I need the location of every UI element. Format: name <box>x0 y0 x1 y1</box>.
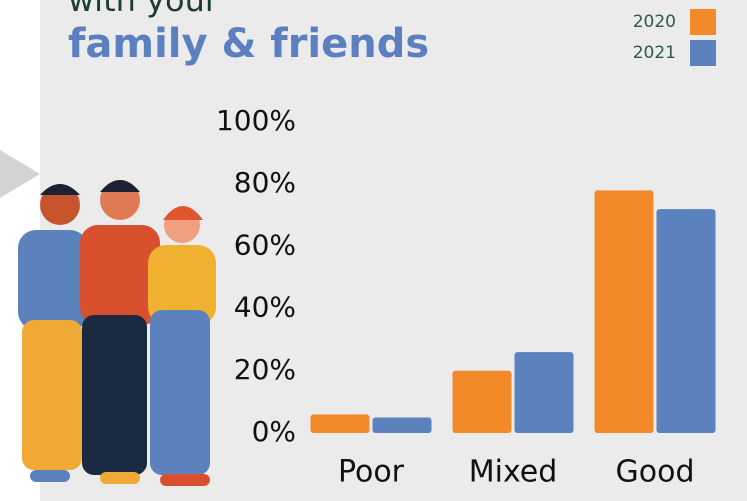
y-tick-label: 60% <box>234 228 296 261</box>
bar <box>453 371 512 433</box>
legend-swatch <box>690 40 716 66</box>
chart-title: family & friends <box>68 21 429 67</box>
bar <box>595 190 654 433</box>
y-tick-label: 80% <box>234 166 296 199</box>
legend-label: 2021 <box>633 43 676 63</box>
y-tick-label: 40% <box>234 291 296 324</box>
x-tick-label: Mixed <box>469 455 558 490</box>
x-tick-label: Good <box>616 455 695 490</box>
bar <box>515 352 574 433</box>
y-tick-label: 100% <box>216 104 296 137</box>
bar <box>657 209 716 433</box>
page: {"chart_data": {"type": "bar", "title": … <box>0 0 747 501</box>
bar <box>373 417 432 433</box>
y-tick-label: 0% <box>252 415 296 448</box>
pretitle: with your <box>68 0 219 19</box>
legend-swatch <box>690 9 716 35</box>
bar <box>311 414 370 433</box>
y-tick-label: 20% <box>234 353 296 386</box>
x-tick-label: Poor <box>338 455 405 490</box>
legend-label: 2020 <box>633 12 676 32</box>
chart: with your family & friends Poor Mixed Good… <box>0 0 747 501</box>
